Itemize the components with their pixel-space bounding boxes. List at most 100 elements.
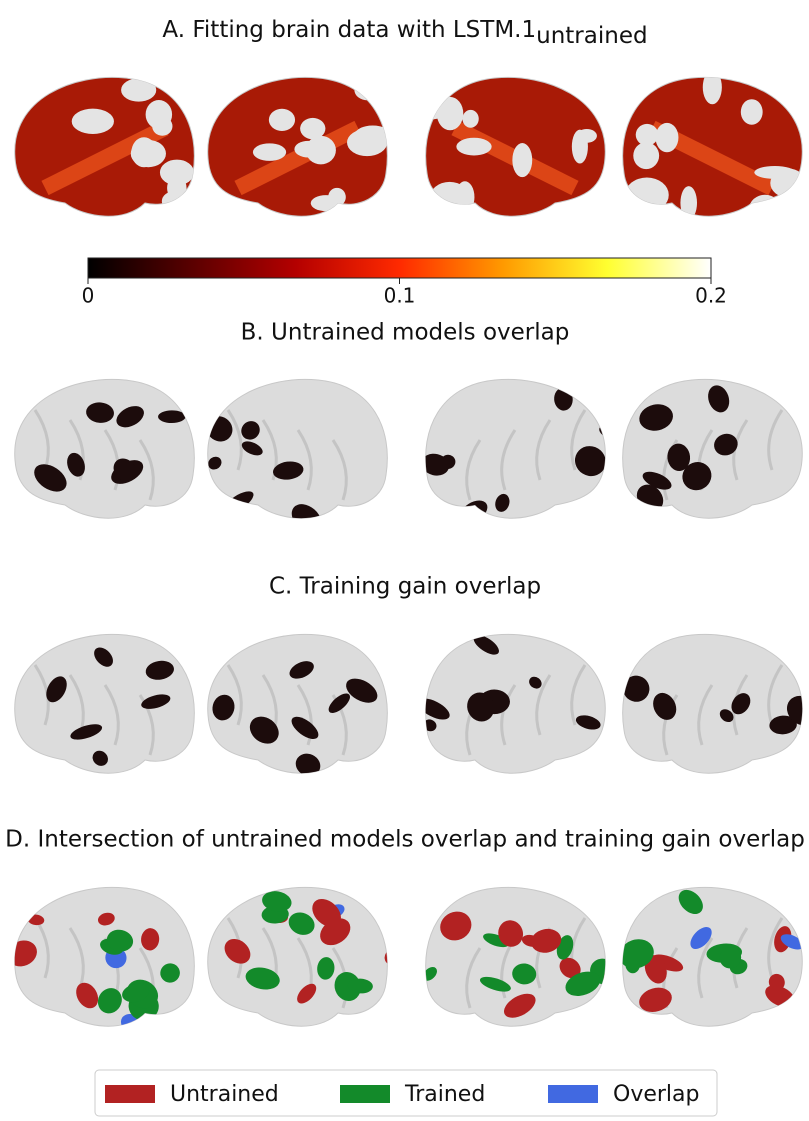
- brain-fold: [296, 429, 313, 491]
- brain-patch: [512, 963, 537, 985]
- brain-patch: [116, 406, 144, 428]
- legend: Untrained Trained Overlap: [105, 1082, 699, 1107]
- brain-patch: [425, 453, 450, 476]
- brain-patch: [639, 404, 673, 431]
- legend-label: Overlap: [613, 1082, 699, 1107]
- brain-patch: [245, 967, 280, 990]
- brain-patch: [786, 695, 803, 726]
- brain-patch: [622, 939, 654, 969]
- brain-fold: [767, 409, 784, 471]
- brain-surface: [425, 633, 606, 774]
- brain: [622, 378, 803, 519]
- brain-patch: [241, 441, 263, 456]
- panel-title: A. Fitting brain data with LSTM.1untrain…: [162, 17, 647, 49]
- brain-surface: [14, 378, 195, 519]
- brain-fold: [138, 439, 155, 501]
- brain-fold: [570, 409, 587, 471]
- brain-patch: [312, 898, 341, 927]
- brain-patch: [141, 694, 171, 709]
- brain-patch: [635, 123, 659, 146]
- brain-patches: [623, 664, 803, 774]
- brain-patch: [653, 692, 677, 720]
- brain-patch: [141, 928, 160, 951]
- brain-patch: [310, 195, 342, 212]
- brain-patch: [570, 77, 604, 92]
- brain-patch: [97, 912, 115, 926]
- brain-surface: [207, 378, 388, 519]
- brain-patches: [622, 889, 803, 1013]
- brain-patch: [208, 456, 222, 470]
- brain: [14, 607, 195, 774]
- brain-patch: [642, 471, 672, 490]
- brain-patch: [291, 716, 319, 739]
- brain-surface: [425, 378, 606, 519]
- brain-patch: [571, 129, 588, 164]
- brain-patch: [714, 433, 738, 456]
- tick-label: 0: [82, 284, 95, 308]
- brain-patch: [268, 108, 296, 131]
- brain-patch: [291, 504, 322, 519]
- panel-title: B. Untrained models overlap: [241, 320, 570, 346]
- brain-patch: [531, 928, 562, 953]
- brain-fold: [138, 694, 155, 756]
- brain-patch: [288, 912, 315, 935]
- brain-patch: [498, 920, 524, 947]
- brain-patch: [346, 678, 378, 703]
- legend-label: Untrained: [170, 1082, 279, 1107]
- title-subscript: untrained: [536, 23, 647, 49]
- brain-patch: [67, 452, 85, 477]
- brain-patch: [34, 464, 67, 492]
- brain-surface: [622, 633, 803, 774]
- brain-patch: [719, 709, 734, 723]
- brain-patch: [575, 715, 601, 730]
- brain-patch: [105, 607, 128, 630]
- brain-fold: [68, 927, 85, 989]
- brain-patch: [429, 181, 471, 216]
- brain-patch: [347, 978, 373, 994]
- brain-patches: [425, 911, 606, 1018]
- brain-patches: [33, 607, 174, 766]
- panel-title: C. Training gain overlap: [269, 574, 541, 600]
- brain: [207, 633, 388, 774]
- brain-fold: [103, 429, 120, 491]
- brain-patch: [70, 724, 103, 740]
- brain-patch: [249, 716, 279, 744]
- brain-patch: [655, 122, 679, 153]
- brain-fold: [465, 947, 482, 1009]
- brain-patches: [33, 402, 186, 501]
- brain-patch: [14, 194, 33, 212]
- brain-patch: [121, 78, 157, 102]
- legend-box: [94, 1069, 718, 1117]
- brain: [14, 76, 195, 217]
- brain: [425, 76, 606, 217]
- colorbar-ticks: 0 0.1 0.2: [82, 278, 727, 308]
- brain-patches: [212, 661, 378, 774]
- brain-patch: [644, 955, 667, 984]
- brain-patch: [512, 143, 533, 178]
- tick-label: 0.1: [384, 284, 416, 308]
- brain-patches: [14, 912, 180, 1027]
- title-text: A. Fitting brain data with LSTM.1: [162, 17, 536, 43]
- brain-fold: [535, 419, 552, 481]
- panel-title: D. Intersection of untrained models over…: [5, 827, 805, 853]
- brain-fold: [500, 684, 517, 746]
- brain-patch: [754, 165, 796, 179]
- colorbar: [87, 257, 712, 279]
- brain-patch: [565, 971, 601, 996]
- brain-patch: [529, 676, 542, 689]
- brain-patch: [769, 715, 797, 735]
- brain-patch: [262, 891, 292, 912]
- legend-swatch: [105, 1085, 155, 1103]
- brain-patch: [158, 410, 186, 424]
- brain-patch: [639, 987, 672, 1013]
- brain-fold: [767, 917, 784, 979]
- brain-patch: [574, 446, 606, 477]
- brain-patch: [113, 458, 137, 482]
- brain-patches: [224, 891, 388, 1009]
- brain-patch: [252, 143, 287, 161]
- brain-patch: [682, 462, 712, 491]
- brain-patch: [76, 982, 99, 1009]
- brain-patch: [440, 911, 472, 941]
- brain-patch: [273, 461, 304, 480]
- brain-patch: [749, 194, 781, 217]
